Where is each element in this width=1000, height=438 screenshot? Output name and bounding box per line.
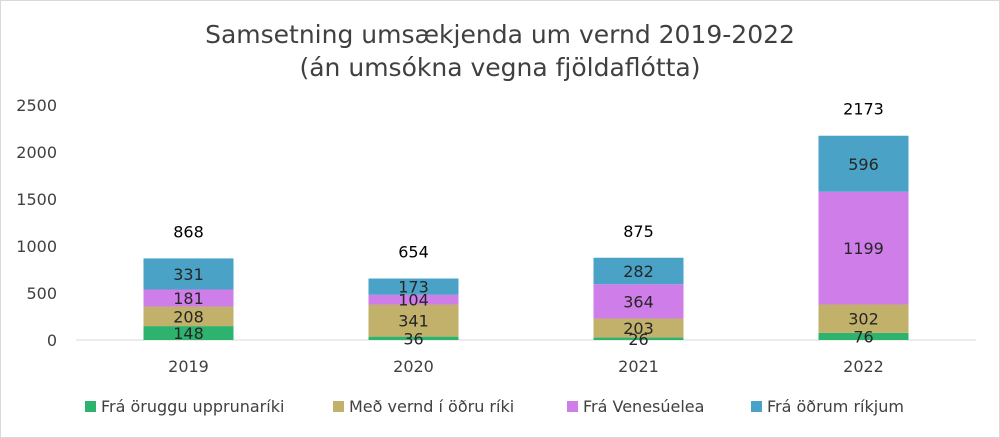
bar-segment [818,332,909,340]
segment-value-label: 148 [173,324,204,343]
chart-title: Samsetning umsækjenda um vernd 2019-2022… [205,20,795,82]
bar-segment [143,326,234,340]
y-tick-label: 2000 [16,143,57,162]
y-tick-label: 0 [47,331,57,350]
total-value-label: 2173 [843,100,884,119]
x-tick-label: 2020 [393,357,434,376]
x-tick-label: 2019 [168,357,209,376]
bar-segment [143,289,234,307]
y-tick-label: 1500 [16,190,57,209]
y-tick-label: 2500 [16,96,57,115]
bar-segment [593,284,684,319]
segment-value-label: 181 [173,289,204,308]
bar-segment [593,318,684,338]
chart-title-line-1: Samsetning umsækjenda um vernd 2019-2022 [205,20,795,49]
bar-segment [593,337,684,340]
legend-item: Með vernd í öðru ríki [333,397,514,416]
x-tick-label: 2022 [843,357,884,376]
bars [143,135,909,340]
y-tick-label: 1000 [16,237,57,256]
bar-segment [818,135,909,192]
bar-segment [818,304,909,333]
bar-segment [368,278,459,295]
bar-segment [818,191,909,305]
chart-title-line-2: (án umsókna vegna fjöldaflótta) [299,53,700,82]
legend-label: Frá Venesúelea [583,397,704,416]
bar-segment [593,257,684,285]
legend-swatch [85,401,96,412]
legend: Frá öruggu upprunaríki Með vernd í öðru r… [85,397,904,416]
segment-value-label: 341 [398,312,429,331]
bar-segment [368,304,459,337]
segment-value-label: 208 [173,307,204,326]
legend-item: Frá öruggu upprunaríki [85,397,284,416]
legend-swatch [751,401,762,412]
segment-value-label: 173 [398,278,429,297]
x-tick-label: 2021 [618,357,659,376]
segment-value-label: 26 [628,330,648,349]
segment-value-label: 203 [623,319,654,338]
legend-item: Frá Venesúelea [567,397,704,416]
legend-swatch [333,401,344,412]
total-value-label: 654 [398,243,429,262]
segment-value-label: 364 [623,292,654,311]
segment-value-label: 104 [398,291,429,310]
segment-value-label: 1199 [843,239,884,258]
legend-label: Frá öðrum ríkjum [767,397,904,416]
total-value-label: 868 [173,222,204,241]
segment-value-label: 331 [173,265,204,284]
y-tick-label: 500 [26,284,57,303]
bar-segment [368,294,459,305]
legend-swatch [567,401,578,412]
legend-label: Frá öruggu upprunaríki [101,397,284,416]
segment-value-label: 76 [853,327,873,346]
segment-value-label: 282 [623,262,654,281]
segment-value-label: 302 [848,310,879,329]
bar-segment [143,306,234,327]
total-value-label: 875 [623,222,654,241]
data-labels: 1482081813318682019363411041736542020262… [168,100,884,376]
legend-item: Frá öðrum ríkjum [751,397,904,416]
bar-segment [143,258,234,290]
legend-label: Með vernd í öðru ríki [349,397,514,416]
segment-value-label: 596 [848,155,879,174]
segment-value-label: 36 [403,329,423,348]
bar-segment [368,336,459,340]
